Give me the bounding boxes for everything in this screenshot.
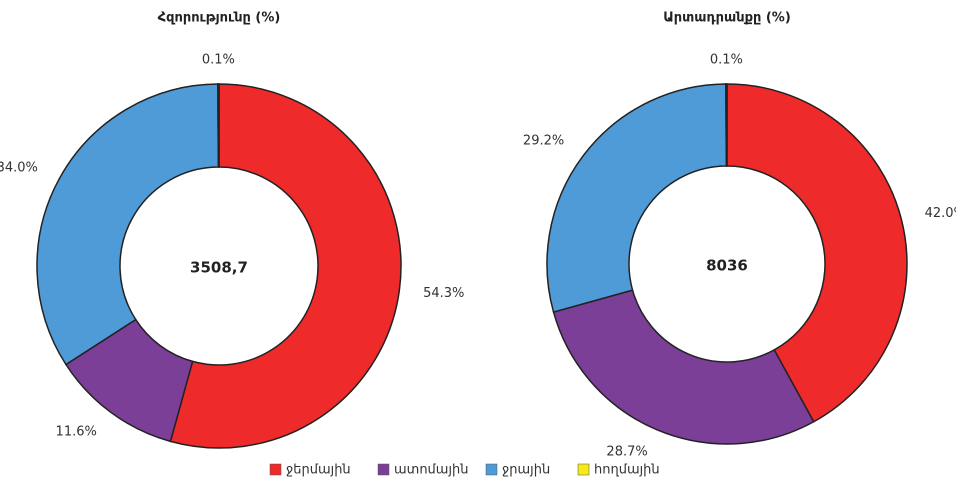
data-label: 0.1% <box>710 53 743 68</box>
legend-label: հողմային <box>594 463 660 478</box>
data-label: 0.1% <box>202 53 235 68</box>
donut-slice <box>725 83 728 167</box>
legend-label: ատոմային <box>394 463 468 478</box>
data-label: 34.0% <box>0 160 38 175</box>
center-label: 8036 <box>706 257 748 275</box>
donut-slice <box>726 83 908 423</box>
legend-label: ջերմային <box>286 463 351 478</box>
legend-swatch <box>377 463 390 476</box>
legend-swatch <box>577 463 590 476</box>
data-label: 28.7% <box>606 444 647 459</box>
data-label: 29.2% <box>523 134 564 149</box>
chart-title: Արտադրանքը (%) <box>663 11 791 26</box>
data-label: 11.6% <box>56 424 97 439</box>
data-label: 42.0% <box>925 206 956 221</box>
data-label: 54.3% <box>423 286 464 301</box>
legend-label: ջրային <box>502 463 550 478</box>
chart-title: Հզորությունը (%) <box>158 11 281 26</box>
donut-slice <box>546 83 728 313</box>
donut-slice <box>169 83 402 449</box>
donut-slice <box>36 83 220 366</box>
legend-swatch <box>269 463 282 476</box>
donut-slice <box>217 83 220 168</box>
donut-slice <box>552 289 815 445</box>
center-label: 3508,7 <box>190 259 248 277</box>
legend-swatch <box>485 463 498 476</box>
